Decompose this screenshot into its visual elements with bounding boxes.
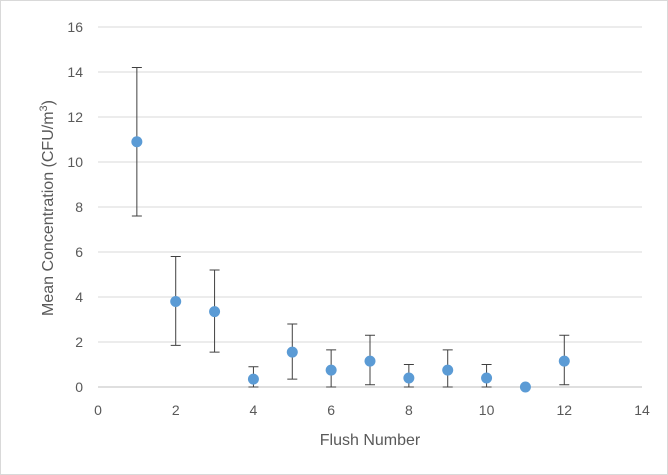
x-tick-label-6: 6 [327,402,335,418]
data-point-5 [286,346,298,358]
grid-layer [98,26,642,343]
y-tick-label-12: 12 [67,109,83,125]
y-axis-title-superscript: 3 [38,105,50,111]
y-tick-label-14: 14 [67,64,83,80]
data-point-11 [519,381,531,393]
y-axis-title-main: Mean Concentration (CFU/m [40,111,57,316]
data-point-6 [325,364,337,376]
y-tick-label-4: 4 [75,289,83,305]
x-tick-label-8: 8 [405,402,413,418]
x-tick-label-2: 2 [172,402,180,418]
x-tick-label-12: 12 [556,402,572,418]
y-tick-label-8: 8 [75,199,83,215]
x-tick-label-0: 0 [94,402,102,418]
data-points [131,136,570,393]
x-tick-label-4: 4 [250,402,258,418]
y-tick-label-0: 0 [75,379,83,395]
data-point-12 [558,355,570,367]
data-point-7 [364,355,376,367]
data-point-8 [403,372,415,384]
y-tick-labels: 0 2 4 6 8 10 12 14 16 [67,19,83,395]
y-tick-label-2: 2 [75,334,83,350]
x-tick-label-14: 14 [634,402,650,418]
data-point-4 [247,373,259,385]
x-tick-label-10: 10 [479,402,495,418]
y-tick-label-6: 6 [75,244,83,260]
data-point-3 [209,306,221,318]
y-axis-title-suffix: ) [40,100,57,105]
data-point-1 [131,136,143,148]
y-tick-label-10: 10 [67,154,83,170]
error-bars [131,67,570,388]
x-tick-labels: 0 2 4 6 8 10 12 14 [94,402,650,418]
y-axis-title: Mean Concentration (CFU/m3) [38,100,57,316]
x-axis-title: Flush Number [320,432,421,449]
data-point-10 [481,372,493,384]
y-tick-label-16: 16 [67,19,83,35]
data-point-2 [170,296,182,307]
data-point-9 [442,364,454,376]
